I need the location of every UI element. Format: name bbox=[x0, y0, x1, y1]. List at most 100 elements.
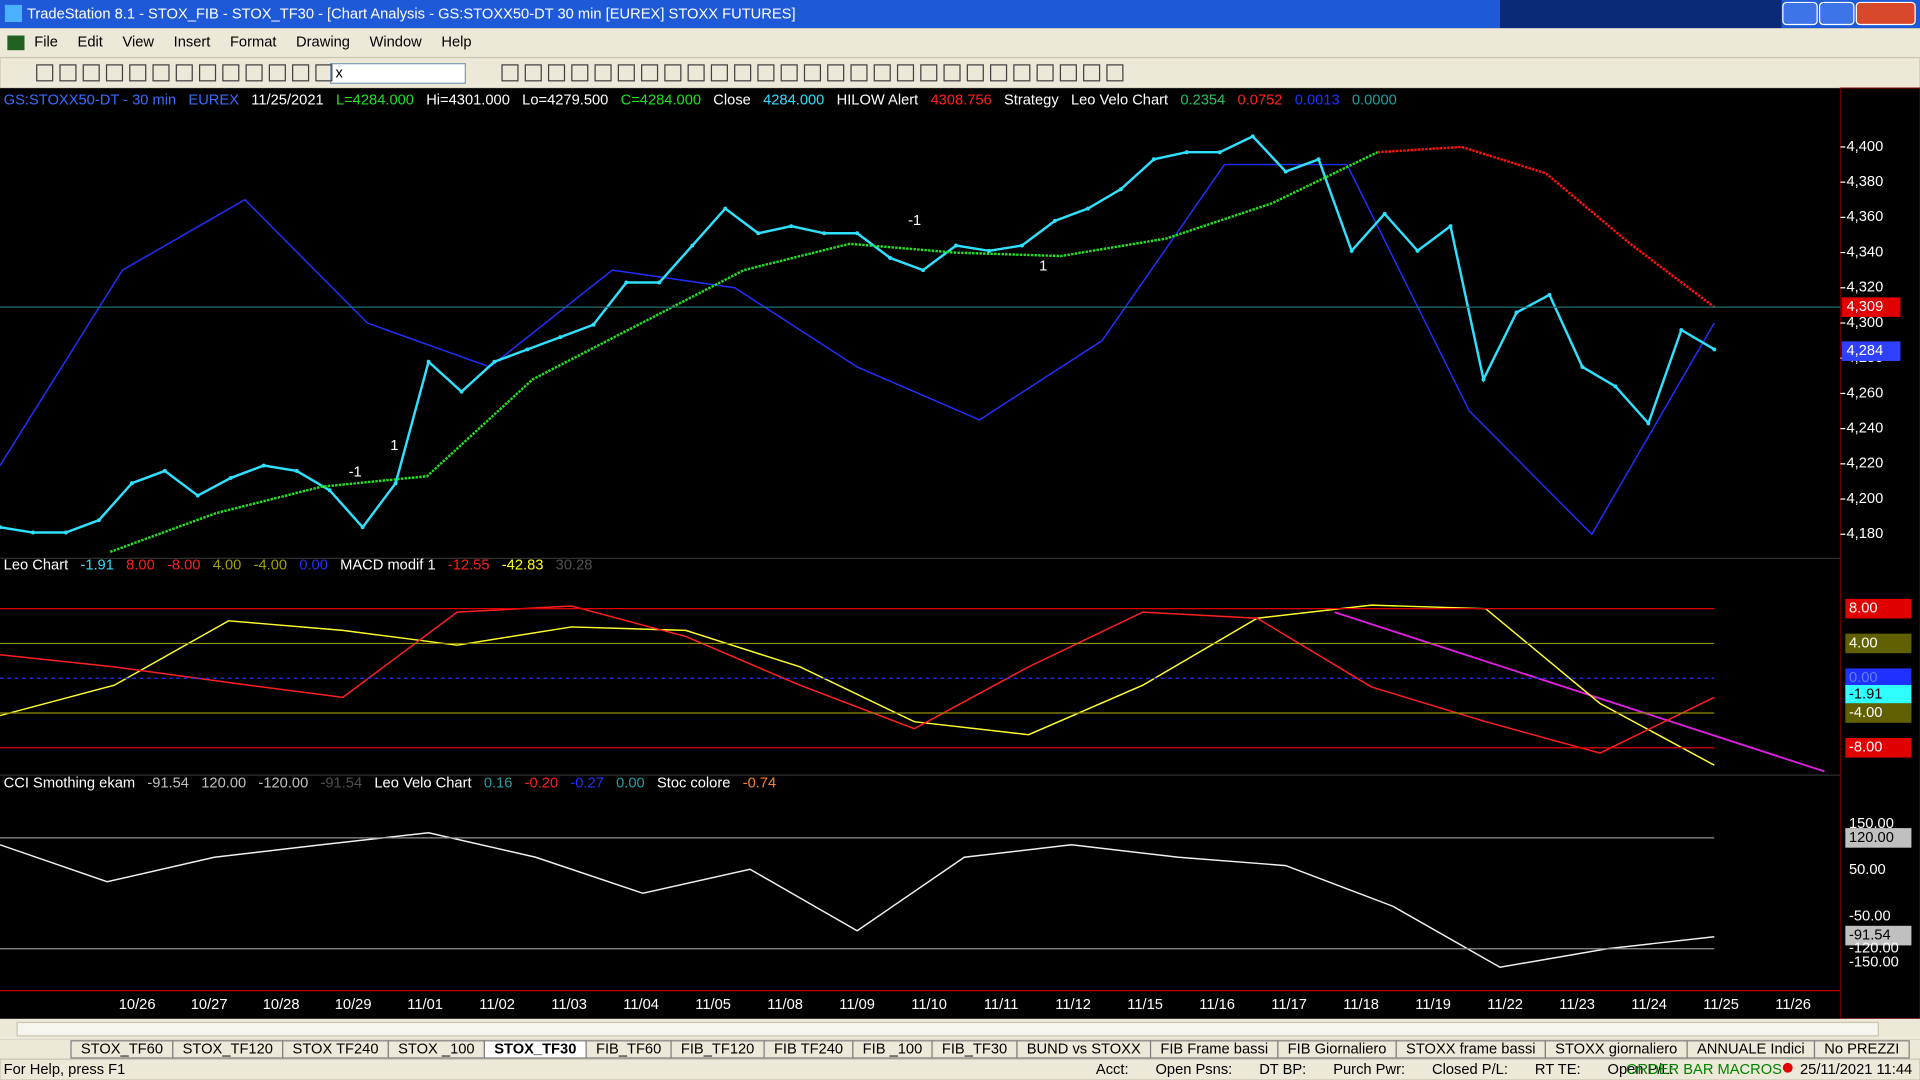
minimize-button[interactable] bbox=[1782, 1, 1818, 26]
price-dot bbox=[1679, 328, 1684, 332]
toolbar-button[interactable] bbox=[129, 64, 147, 82]
date-label: 11/16 bbox=[1199, 997, 1235, 1013]
panel-header-item: -0.74 bbox=[743, 776, 776, 792]
title-bar-shade bbox=[1500, 0, 1782, 29]
date-label: 11/12 bbox=[1055, 997, 1091, 1013]
toolbar-button[interactable] bbox=[966, 64, 984, 82]
toolbar-button[interactable] bbox=[292, 64, 310, 82]
tab[interactable]: FIB_TF120 bbox=[670, 1040, 765, 1059]
toolbar-button[interactable] bbox=[1013, 64, 1031, 82]
tab[interactable]: FIB Giornaliero bbox=[1277, 1040, 1397, 1059]
price-dot bbox=[954, 243, 959, 248]
maximize-button[interactable] bbox=[1818, 1, 1855, 26]
toolbar-button[interactable] bbox=[1083, 64, 1101, 82]
toolbar-button[interactable] bbox=[896, 64, 915, 82]
menu-item[interactable]: Format bbox=[230, 35, 277, 51]
toolbar-button[interactable] bbox=[827, 64, 845, 82]
toolbar-button[interactable] bbox=[943, 64, 961, 82]
toolbar-button[interactable] bbox=[734, 64, 752, 82]
panel-header-item: HILOW Alert bbox=[837, 92, 919, 108]
toolbar-button[interactable] bbox=[617, 64, 635, 82]
panel-header-item: 4.00 bbox=[213, 558, 242, 574]
toolbar-button[interactable] bbox=[664, 64, 682, 82]
toolbar-button[interactable] bbox=[82, 64, 100, 82]
menu-item[interactable]: Insert bbox=[174, 35, 211, 51]
toolbar-button[interactable] bbox=[571, 64, 589, 82]
price-dot bbox=[690, 243, 695, 248]
tab[interactable]: STOX_TF120 bbox=[172, 1040, 284, 1059]
menu-item[interactable]: Help bbox=[441, 35, 471, 51]
signal-label: -1 bbox=[349, 465, 362, 481]
menu-item[interactable]: Edit bbox=[78, 35, 103, 51]
tab[interactable]: FIB_TF30 bbox=[931, 1040, 1018, 1059]
toolbar-button[interactable] bbox=[990, 64, 1008, 82]
price-dot bbox=[195, 493, 200, 498]
menu-item[interactable]: Drawing bbox=[296, 35, 350, 51]
toolbar-button[interactable] bbox=[501, 64, 519, 82]
level-label: -120.00 bbox=[1849, 941, 1899, 957]
toolbar-button[interactable] bbox=[175, 64, 193, 82]
tab-label: FIB_TF120 bbox=[681, 1041, 754, 1057]
toolbar-button[interactable] bbox=[547, 64, 566, 82]
price-dot bbox=[987, 248, 991, 253]
symbol-combo[interactable] bbox=[330, 63, 466, 84]
series-line bbox=[1377, 145, 1716, 309]
price-dot bbox=[228, 475, 233, 480]
menu-item[interactable]: File bbox=[34, 35, 58, 51]
tab[interactable]: No PREZZI bbox=[1813, 1040, 1910, 1059]
price-dot bbox=[459, 389, 464, 394]
toolbar-button[interactable] bbox=[152, 64, 170, 82]
price-dot bbox=[1020, 243, 1024, 248]
toolbar-button[interactable] bbox=[268, 64, 286, 82]
price-marker-label: 4,284 bbox=[1847, 343, 1884, 359]
toolbar-button[interactable] bbox=[36, 64, 54, 82]
toolbar-button[interactable] bbox=[757, 64, 775, 82]
tab[interactable]: STOX_TF60 bbox=[70, 1040, 174, 1059]
tab[interactable]: FIB_TF60 bbox=[585, 1040, 672, 1059]
toolbar-button[interactable] bbox=[59, 64, 77, 82]
menu-item[interactable]: View bbox=[122, 35, 154, 51]
tab[interactable]: BUND vs STOXX bbox=[1016, 1040, 1152, 1059]
toolbar-button[interactable] bbox=[1106, 64, 1124, 82]
tab[interactable]: FIB TF240 bbox=[763, 1040, 854, 1059]
price-dot bbox=[1184, 150, 1189, 155]
toolbar-button[interactable] bbox=[315, 64, 333, 82]
toolbar-button[interactable] bbox=[710, 64, 728, 82]
signal-label: 1 bbox=[390, 438, 398, 454]
toolbar-button[interactable] bbox=[803, 64, 822, 82]
toolbar-button[interactable] bbox=[1036, 64, 1054, 82]
toolbar-button[interactable] bbox=[850, 64, 868, 82]
toolbar-button[interactable] bbox=[245, 64, 263, 82]
y-tick-label: 4,220 bbox=[1847, 456, 1884, 472]
toolbar-button[interactable] bbox=[198, 64, 217, 82]
tab[interactable]: FIB _100 bbox=[852, 1040, 933, 1059]
level-label-box bbox=[1845, 668, 1912, 689]
toolbar-button[interactable] bbox=[105, 64, 124, 82]
toolbar-button[interactable] bbox=[222, 64, 240, 82]
tab[interactable]: FIB Frame bassi bbox=[1149, 1040, 1279, 1059]
toolbar-button[interactable] bbox=[687, 64, 705, 82]
toolbar-button[interactable] bbox=[641, 64, 659, 82]
toolbar-button[interactable] bbox=[920, 64, 938, 82]
tab[interactable]: STOX TF240 bbox=[282, 1040, 389, 1059]
level-label: -1.91 bbox=[1849, 687, 1882, 703]
toolbar-button[interactable] bbox=[1059, 64, 1077, 82]
menu-item[interactable]: Window bbox=[370, 35, 423, 51]
signal-label: 1 bbox=[1039, 259, 1047, 275]
level-label: -91.54 bbox=[1849, 927, 1891, 943]
toolbar-button[interactable] bbox=[873, 64, 891, 82]
tab[interactable]: STOXX frame bassi bbox=[1395, 1040, 1546, 1059]
close-button[interactable] bbox=[1855, 1, 1916, 26]
panel-header-item: Lo=4279.500 bbox=[522, 92, 608, 108]
tab[interactable]: STOX_TF30 bbox=[483, 1040, 587, 1059]
panel-header-item: 0.00 bbox=[616, 776, 645, 792]
tab[interactable]: STOX _100 bbox=[387, 1040, 486, 1059]
tab[interactable]: ANNUALE Indici bbox=[1686, 1040, 1816, 1059]
toolbar-button[interactable] bbox=[594, 64, 612, 82]
toolbar-button[interactable] bbox=[524, 64, 542, 82]
toolbar-button[interactable] bbox=[780, 64, 798, 82]
series-line bbox=[0, 832, 1715, 968]
price-dot bbox=[1052, 218, 1057, 223]
level-label-box bbox=[1845, 633, 1912, 654]
tab[interactable]: STOXX giornaliero bbox=[1544, 1040, 1688, 1059]
